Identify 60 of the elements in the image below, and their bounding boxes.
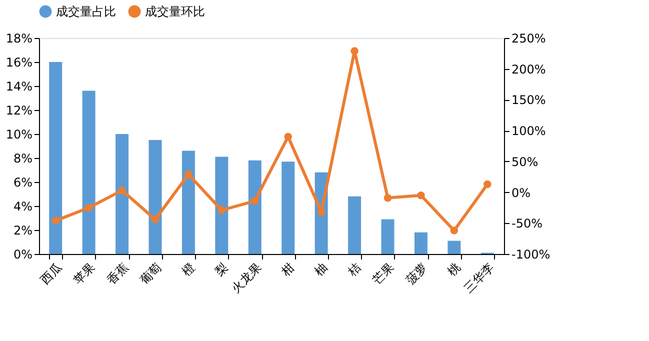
- x-tick-label: 苹果: [70, 260, 98, 287]
- x-tick-label: 芒果: [370, 260, 397, 287]
- y2-tick-label: 0%: [512, 186, 531, 200]
- point: [251, 197, 259, 205]
- bar: [248, 160, 262, 254]
- y-tick-label: 8%: [13, 152, 32, 166]
- point: [350, 47, 358, 55]
- bar: [414, 232, 428, 254]
- x-tick-label: 葡萄: [137, 260, 164, 287]
- bar: [182, 150, 195, 254]
- x-tick-label: 三华李: [461, 260, 496, 296]
- bar: [215, 156, 228, 254]
- x-tick-label: 菠萝: [403, 260, 430, 287]
- point: [417, 192, 425, 200]
- point: [284, 132, 292, 141]
- x-tick-label: 桔: [344, 260, 364, 280]
- point: [450, 226, 458, 234]
- legend-label: 成交量环比: [145, 4, 205, 19]
- legend-label: 成交量占比: [56, 4, 116, 19]
- y2-tick-label: -50%: [512, 216, 543, 231]
- y-tick-label: 12%: [6, 104, 32, 118]
- x-tick-label: 西瓜: [38, 260, 65, 287]
- point: [317, 208, 326, 216]
- y-tick-label: 2%: [13, 224, 32, 238]
- bar: [448, 240, 461, 254]
- x-tick-label: 香蕉: [104, 260, 132, 287]
- bar: [82, 90, 96, 254]
- y2-tick-label: -100%: [512, 248, 550, 262]
- x-tick-label: 柑: [278, 260, 298, 280]
- bar: [348, 196, 362, 254]
- x-tick-label: 桃: [444, 260, 464, 278]
- point: [184, 170, 192, 178]
- bar: [282, 162, 295, 254]
- bar: [49, 62, 62, 254]
- y-tick-label: 0%: [13, 248, 32, 262]
- x-tick-label: 柚: [312, 260, 330, 278]
- y2-tick-label: 200%: [512, 62, 546, 76]
- y-tick-label: 18%: [6, 32, 32, 46]
- y-tick-label: 14%: [6, 80, 32, 94]
- bar: [381, 219, 394, 254]
- y-tick-label: 16%: [6, 56, 32, 70]
- y-tick-label: 10%: [6, 128, 32, 142]
- y2-tick-label: 150%: [512, 93, 546, 108]
- point: [52, 216, 60, 225]
- y2-tick-label: 100%: [512, 124, 546, 138]
- point: [151, 216, 160, 224]
- point: [384, 194, 392, 202]
- point: [218, 206, 226, 214]
- x-tick-label: 橙: [179, 260, 198, 278]
- bar: [116, 134, 129, 254]
- x-tick-label: 梨: [212, 260, 231, 278]
- bar: [148, 140, 162, 254]
- point: [84, 204, 93, 212]
- point: [484, 180, 492, 188]
- y-tick-label: 6%: [13, 176, 32, 190]
- y2-tick-label: 50%: [512, 154, 538, 169]
- y-tick-label: 4%: [13, 200, 32, 214]
- point: [118, 186, 126, 194]
- x-tick-label: 火龙果: [228, 260, 264, 296]
- y2-tick-label: 250%: [512, 32, 546, 46]
